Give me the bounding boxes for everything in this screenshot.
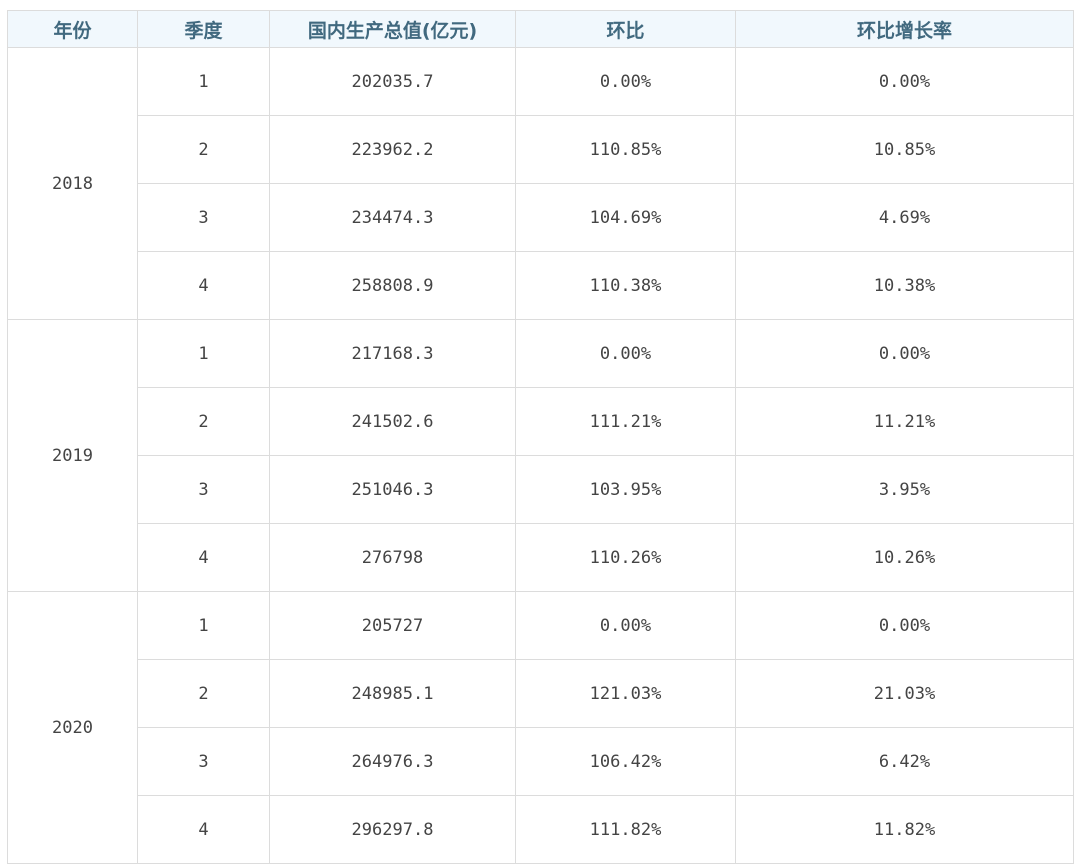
gdp-cell: 202035.7 [269, 47, 516, 116]
qoq-growth-cell: 11.82% [735, 795, 1074, 864]
qoq-growth-cell: 0.00% [735, 47, 1074, 116]
table-row: 3 264976.3 106.42% 6.42% [8, 727, 1074, 796]
quarter-cell: 3 [137, 727, 270, 796]
qoq-growth-cell: 10.26% [735, 523, 1074, 592]
quarter-cell: 2 [137, 659, 270, 728]
header-gdp: 国内生产总值(亿元) [269, 10, 516, 48]
gdp-cell: 251046.3 [269, 455, 516, 524]
gdp-cell: 217168.3 [269, 319, 516, 388]
gdp-cell: 205727 [269, 591, 516, 660]
table-row: 2018 1 202035.7 0.00% 0.00% [7, 47, 1074, 320]
quarter-cell: 3 [137, 183, 270, 252]
qoq-cell: 110.38% [515, 251, 736, 320]
quarter-cell: 4 [137, 251, 270, 320]
quarter-cell: 1 [137, 319, 270, 388]
table-row: 2 223962.2 110.85% 10.85% [8, 115, 1074, 184]
table-row: 4 296297.8 111.82% 11.82% [8, 795, 1074, 864]
qoq-cell: 0.00% [515, 591, 736, 660]
qoq-growth-cell: 10.38% [735, 251, 1074, 320]
qoq-cell: 106.42% [515, 727, 736, 796]
qoq-cell: 110.85% [515, 115, 736, 184]
qoq-cell: 0.00% [515, 319, 736, 388]
qoq-cell: 121.03% [515, 659, 736, 728]
table-row: 3 251046.3 103.95% 3.95% [8, 455, 1074, 524]
qoq-cell: 104.69% [515, 183, 736, 252]
qoq-cell: 103.95% [515, 455, 736, 524]
gdp-cell: 296297.8 [269, 795, 516, 864]
header-qoq: 环比 [515, 10, 736, 48]
year-cell: 2018 [7, 47, 138, 320]
table-row: 3 234474.3 104.69% 4.69% [8, 183, 1074, 252]
quarter-cell: 3 [137, 455, 270, 524]
gdp-cell: 234474.3 [269, 183, 516, 252]
gdp-table: 年份 季度 国内生产总值(亿元) 环比 环比增长率 2018 1 202035.7 0… [7, 10, 1074, 864]
qoq-cell: 0.00% [515, 47, 736, 116]
table-row: 4 258808.9 110.38% 10.38% [8, 251, 1074, 320]
table-row: 4 276798 110.26% 10.26% [8, 523, 1074, 592]
table-row: 2 248985.1 121.03% 21.03% [8, 659, 1074, 728]
qoq-growth-cell: 11.21% [735, 387, 1074, 456]
table-row: 2020 1 205727 0.00% 0.00% [7, 591, 1074, 864]
qoq-growth-cell: 3.95% [735, 455, 1074, 524]
gdp-cell: 258808.9 [269, 251, 516, 320]
year-cell: 2019 [7, 319, 138, 592]
quarter-cell: 4 [137, 523, 270, 592]
header-quarter: 季度 [137, 10, 270, 48]
year-cell: 2020 [7, 591, 138, 864]
qoq-growth-cell: 0.00% [735, 591, 1074, 660]
qoq-cell: 111.82% [515, 795, 736, 864]
header-qoq-growth: 环比增长率 [735, 10, 1074, 48]
qoq-growth-cell: 10.85% [735, 115, 1074, 184]
header-year: 年份 [7, 10, 138, 48]
qoq-cell: 110.26% [515, 523, 736, 592]
quarter-cell: 4 [137, 795, 270, 864]
qoq-growth-cell: 21.03% [735, 659, 1074, 728]
gdp-cell: 276798 [269, 523, 516, 592]
header-row: 年份 季度 国内生产总值(亿元) 环比 环比增长率 [7, 10, 1074, 48]
qoq-growth-cell: 0.00% [735, 319, 1074, 388]
quarter-cell: 1 [137, 47, 270, 116]
gdp-cell: 241502.6 [269, 387, 516, 456]
table-row: 2 241502.6 111.21% 11.21% [8, 387, 1074, 456]
quarter-cell: 1 [137, 591, 270, 660]
gdp-cell: 248985.1 [269, 659, 516, 728]
gdp-cell: 223962.2 [269, 115, 516, 184]
qoq-growth-cell: 4.69% [735, 183, 1074, 252]
gdp-cell: 264976.3 [269, 727, 516, 796]
quarter-cell: 2 [137, 387, 270, 456]
table-row: 2019 1 217168.3 0.00% 0.00% [7, 319, 1074, 592]
qoq-growth-cell: 6.42% [735, 727, 1074, 796]
quarter-cell: 2 [137, 115, 270, 184]
qoq-cell: 111.21% [515, 387, 736, 456]
